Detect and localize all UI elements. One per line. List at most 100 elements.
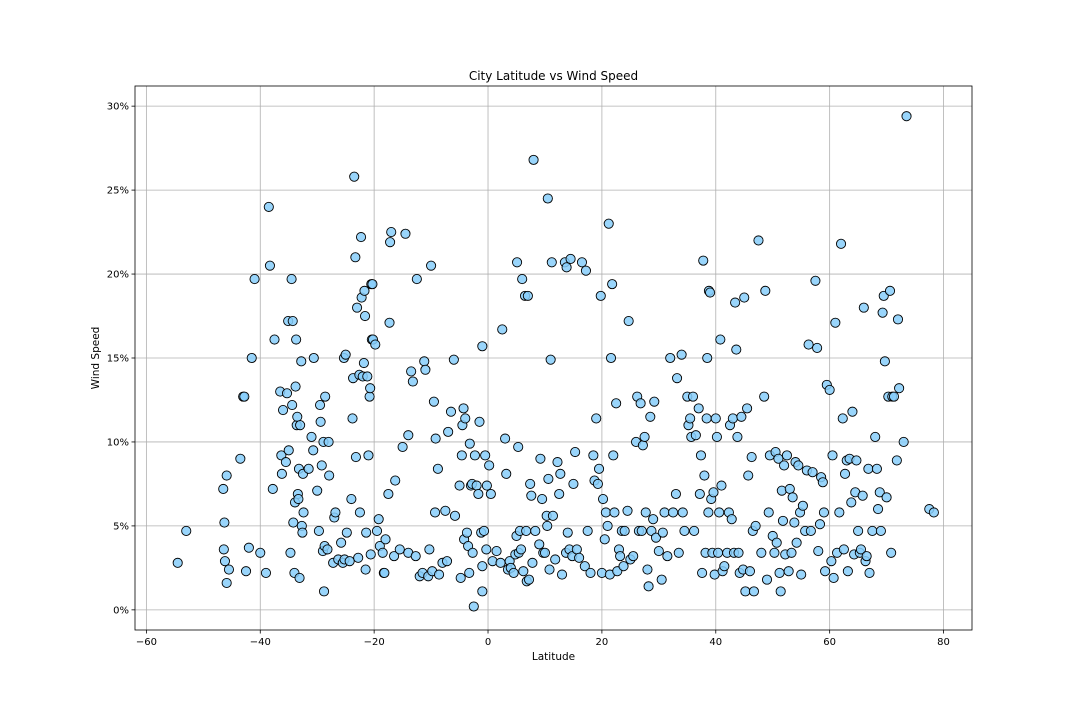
- data-point: [818, 507, 830, 518]
- data-point: [420, 364, 431, 375]
- data-point: [454, 480, 465, 491]
- data-point: [313, 525, 324, 536]
- data-point: [385, 237, 396, 248]
- data-point: [592, 478, 603, 489]
- data-point: [703, 507, 714, 518]
- data-point: [740, 586, 751, 597]
- data-point: [303, 463, 314, 474]
- data-point: [464, 438, 475, 449]
- data-point: [635, 398, 646, 409]
- data-point: [611, 398, 622, 409]
- data-point: [501, 468, 512, 479]
- data-point: [570, 446, 581, 458]
- data-point: [295, 420, 306, 431]
- data-point: [668, 507, 679, 518]
- data-point: [763, 507, 774, 518]
- data-point: [619, 525, 630, 536]
- data-point: [783, 566, 794, 577]
- data-point: [377, 547, 388, 558]
- data-point: [468, 601, 479, 612]
- data-point: [813, 546, 824, 557]
- data-point: [656, 574, 667, 585]
- data-point: [824, 384, 835, 395]
- data-point: [361, 527, 372, 538]
- data-point: [362, 371, 373, 382]
- data-point: [281, 388, 293, 399]
- y-tick-label: 20%: [107, 270, 129, 281]
- data-point: [535, 453, 546, 464]
- data-point: [649, 396, 660, 407]
- data-point: [650, 532, 662, 543]
- data-point: [318, 586, 330, 597]
- data-point: [830, 317, 841, 328]
- data-point: [495, 557, 506, 568]
- y-tick-label: 5%: [113, 521, 129, 532]
- data-point: [659, 507, 670, 518]
- data-point: [565, 253, 576, 264]
- data-point: [353, 552, 364, 563]
- data-point: [847, 406, 858, 417]
- x-tick-label: −40: [250, 637, 271, 648]
- data-point: [221, 470, 232, 481]
- data-point: [685, 413, 696, 424]
- x-tick-label: 80: [937, 637, 950, 648]
- data-point: [380, 534, 391, 545]
- data-point: [467, 547, 478, 558]
- data-point: [679, 525, 690, 536]
- data-point: [461, 527, 473, 538]
- data-point: [386, 227, 397, 238]
- data-point: [221, 577, 232, 589]
- data-point: [478, 525, 490, 536]
- data-point: [731, 344, 742, 355]
- chart-title: City Latitude vs Wind Speed: [469, 69, 638, 83]
- data-point: [744, 566, 755, 577]
- y-tick-label: 15%: [107, 354, 129, 365]
- x-tick-label: 20: [596, 637, 609, 648]
- data-point: [428, 396, 439, 407]
- data-point: [280, 457, 291, 468]
- data-point: [448, 354, 459, 365]
- data-point: [657, 527, 668, 538]
- data-point: [359, 285, 370, 296]
- data-point: [726, 514, 737, 525]
- data-point: [383, 488, 394, 500]
- data-point: [708, 487, 719, 498]
- data-point: [699, 470, 710, 481]
- data-point: [545, 354, 556, 365]
- data-point: [543, 473, 554, 484]
- data-point: [218, 483, 229, 495]
- data-point: [411, 274, 422, 285]
- data-point: [354, 507, 365, 518]
- data-point: [407, 376, 418, 387]
- data-point: [628, 551, 639, 562]
- data-point: [347, 413, 358, 424]
- data-point: [243, 542, 254, 553]
- data-point: [760, 285, 771, 296]
- data-point: [255, 547, 266, 558]
- data-point: [484, 460, 495, 471]
- data-point: [670, 488, 681, 500]
- data-point: [330, 507, 341, 518]
- data-point: [322, 544, 333, 555]
- data-point: [419, 356, 430, 367]
- data-point: [522, 290, 533, 301]
- data-point: [477, 586, 488, 597]
- data-point: [320, 391, 331, 402]
- data-point: [759, 391, 770, 402]
- data-point: [835, 238, 847, 249]
- data-point: [857, 490, 868, 501]
- data-point: [371, 525, 383, 536]
- data-point: [665, 352, 676, 364]
- data-point: [826, 556, 837, 567]
- data-point: [640, 507, 651, 518]
- data-point: [562, 527, 573, 538]
- data-point: [556, 569, 568, 580]
- data-point: [355, 232, 367, 243]
- data-point: [595, 290, 606, 301]
- data-point: [580, 265, 592, 276]
- data-point: [308, 445, 319, 456]
- y-tick-label: 0%: [113, 605, 129, 616]
- data-point: [360, 564, 371, 575]
- data-point: [365, 549, 376, 560]
